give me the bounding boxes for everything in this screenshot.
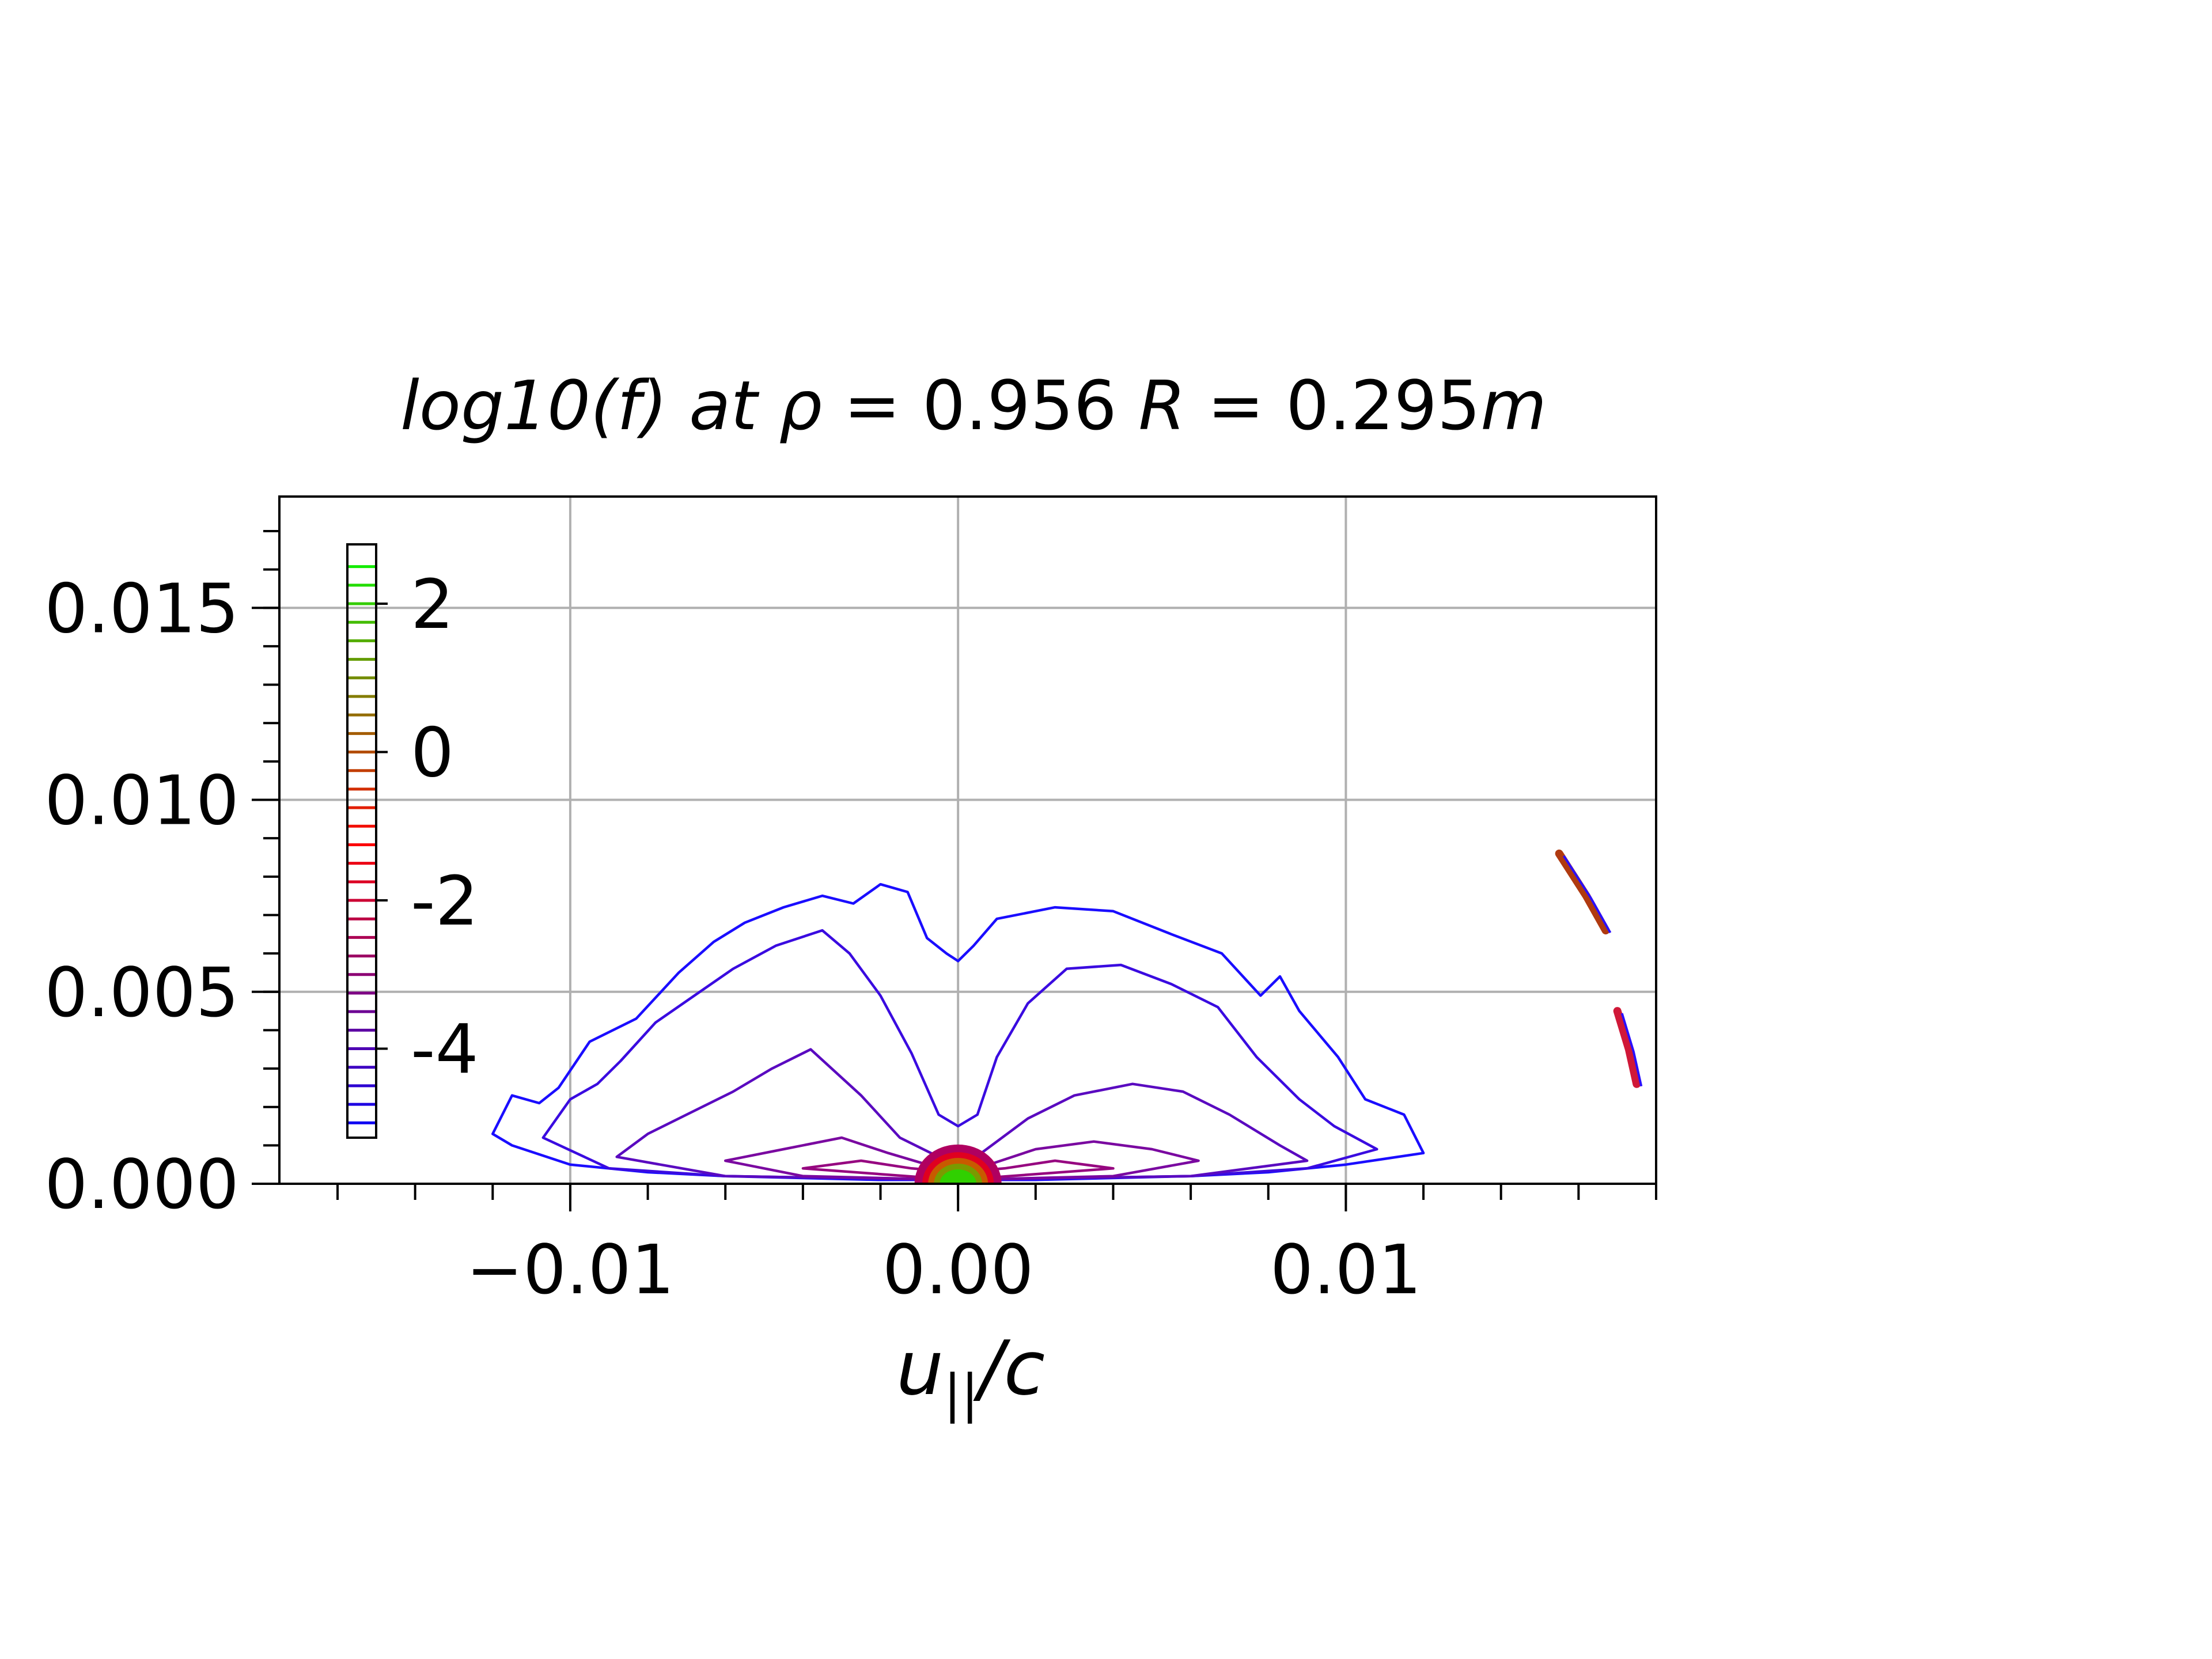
x-tick-label-1: 0.00	[882, 1230, 1034, 1309]
chart-title: log10(f) at ρ = 0.956 R = 0.295m	[400, 366, 1547, 445]
colorbar-tick-label-2: -2	[411, 861, 479, 941]
y-tick-label-1: 0.005	[44, 953, 239, 1032]
title-R-value: = 0.295	[1185, 366, 1480, 445]
x-axis-label-u: u	[896, 1324, 944, 1412]
y-axis: 0.000 0.005 0.010 0.015	[44, 531, 279, 1224]
colorbar-tick-label-0: 2	[411, 565, 454, 644]
x-tick-label-2: 0.01	[1270, 1230, 1422, 1309]
y-tick-label-0: 0.000	[44, 1145, 239, 1224]
title-rho-value: = 0.956	[822, 366, 1138, 445]
x-axis: −0.01 0.00 0.01	[338, 1184, 1656, 1309]
x-axis-label-subscript: ||	[944, 1363, 979, 1424]
title-R-symbol: R	[1138, 366, 1185, 445]
x-tick-label-0: −0.01	[466, 1230, 675, 1309]
contour-level-6	[1618, 1011, 1637, 1084]
grid-lines	[279, 497, 1656, 1184]
title-unit: m	[1480, 366, 1547, 445]
colorbar-tick-label-3: -4	[411, 1010, 479, 1089]
title-prefix: log10(f) at	[400, 366, 779, 445]
x-axis-label-rest: /c	[973, 1324, 1045, 1412]
colorbar-tick-label-1: 0	[411, 713, 454, 793]
x-axis-label: u||/c	[896, 1324, 1045, 1424]
contour-level-1	[543, 930, 1377, 1180]
y-tick-label-3: 0.015	[44, 569, 239, 648]
contour-lines	[493, 854, 1641, 1180]
contour-level-5	[1559, 854, 1606, 930]
colorbar: 2 0 -2 -4	[347, 544, 479, 1138]
y-tick-label-2: 0.010	[44, 761, 239, 840]
plot-area	[279, 497, 1656, 1184]
title-rho-symbol: ρ	[779, 366, 822, 445]
plot-frame	[279, 497, 1656, 1184]
